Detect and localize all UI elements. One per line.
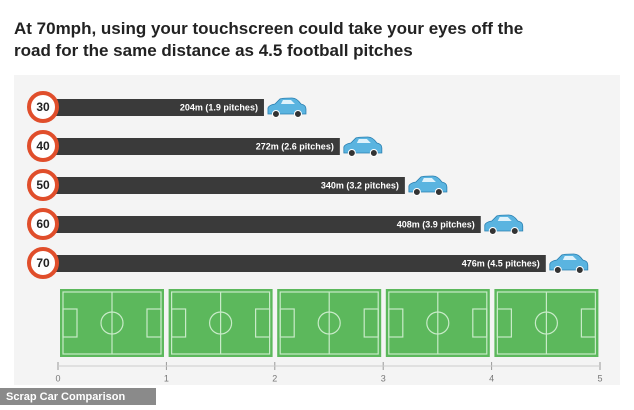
pitch-line (171, 308, 187, 338)
car-wheel (488, 227, 497, 235)
car-window (280, 100, 295, 104)
pitch-line (472, 308, 488, 338)
car-wheel (412, 188, 421, 196)
car (408, 175, 448, 196)
car-wheel (293, 110, 302, 118)
car-window (497, 217, 512, 221)
car-wheel (369, 149, 378, 157)
value-label: 204m (1.9 pitches) (180, 102, 258, 112)
pitch-line (363, 308, 379, 338)
car-body (343, 136, 383, 154)
x-tick-label: 5 (597, 373, 602, 383)
category-label: 40 (36, 139, 50, 153)
pitch-line (62, 308, 78, 338)
value-label: 272m (2.6 pitches) (256, 141, 334, 151)
car-wheel (553, 266, 562, 274)
pitch-line (100, 311, 124, 335)
bar (40, 99, 264, 116)
car (267, 97, 307, 118)
pitch-line (209, 311, 233, 335)
car-wheel (347, 149, 356, 157)
pitch-line (255, 308, 271, 338)
car-wheel (271, 110, 280, 118)
car-window (562, 256, 577, 260)
pitch-line (279, 308, 295, 338)
car-body (267, 97, 307, 115)
value-label: 408m (3.9 pitches) (397, 219, 475, 229)
speed-sign (27, 247, 59, 279)
category-label: 30 (36, 100, 50, 114)
car-window (356, 139, 371, 143)
pitch-line (534, 311, 559, 335)
x-tick-label: 1 (164, 373, 169, 383)
x-tick-label: 4 (489, 373, 494, 383)
value-label: 476m (4.5 pitches) (462, 258, 540, 268)
speed-sign (27, 130, 59, 162)
category-label: 60 (36, 217, 50, 231)
value-label: 340m (3.2 pitches) (321, 180, 399, 190)
speed-sign (27, 208, 59, 240)
car (549, 253, 589, 274)
car-window (421, 178, 436, 182)
chart-title: At 70mph, using your touchscreen could t… (14, 19, 528, 60)
pitch-line (580, 308, 597, 338)
speed-sign (27, 169, 59, 201)
car (484, 214, 524, 235)
category-label: 50 (36, 178, 50, 192)
car-wheel (434, 188, 443, 196)
source: Scrap Car Comparison (6, 391, 125, 403)
pitch-line (146, 308, 162, 338)
bar (40, 177, 405, 194)
car (343, 136, 383, 157)
title-line: At 70mph, using your touchscreen could t… (14, 19, 523, 38)
category-label: 70 (36, 256, 50, 270)
source-box (0, 388, 156, 405)
bar (40, 255, 546, 272)
x-tick-label: 2 (272, 373, 277, 383)
bar (40, 138, 340, 155)
title-line: road for the same distance as 4.5 footba… (14, 41, 413, 60)
x-tick-label: 0 (55, 373, 60, 383)
pitch-line (317, 311, 341, 335)
car-body (549, 253, 589, 271)
pitch-line (388, 308, 404, 338)
bar (40, 216, 481, 233)
pitch-line (426, 311, 450, 335)
car-body (484, 214, 524, 232)
pitch-line (496, 308, 512, 338)
x-tick-label: 3 (381, 373, 386, 383)
car-wheel (575, 266, 584, 274)
car-wheel (510, 227, 519, 235)
speed-sign (27, 91, 59, 123)
car-body (408, 175, 448, 193)
